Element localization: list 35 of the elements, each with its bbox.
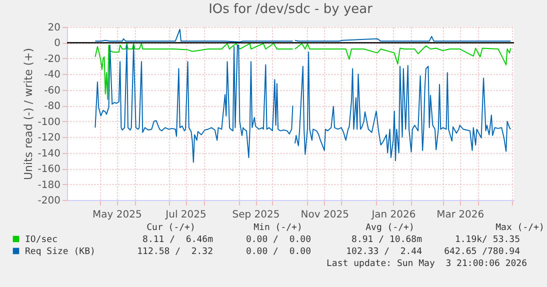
text: Avg (-/+) — [366, 223, 414, 233]
y-axis-title: Units read (-) / write (+) — [22, 48, 35, 180]
text: 0.00 / 0.00 — [246, 235, 311, 245]
x-tick-label: Sep 2025 — [232, 210, 280, 220]
y-tick-label: -120 — [38, 132, 60, 144]
text: Last update: Sun May 3 21:00:06 2026 — [326, 259, 527, 269]
x-tick-label: Jul 2025 — [164, 210, 206, 220]
text: 642.65 /780.94 — [444, 247, 520, 257]
text: Cur (-/+) — [146, 223, 196, 233]
y-tick-label: -200 — [38, 196, 60, 206]
legend-label: Req Size (KB) — [25, 247, 96, 257]
y-tick-label: -160 — [38, 164, 60, 176]
text: 1.19k/ 53.35 — [454, 235, 520, 245]
y-tick-label: -80 — [44, 101, 60, 112]
x-tick-label: Mar 2026 — [436, 210, 484, 220]
x-tick-label: May 2025 — [92, 210, 142, 220]
text: 8.11 / 6.46m — [142, 235, 213, 245]
y-tick-label: -140 — [38, 148, 60, 160]
y-tick-label: 20 — [48, 22, 60, 34]
y-tick-label: -180 — [38, 180, 60, 191]
y-tick-label: 0 — [54, 38, 60, 50]
text: 8.91 / 10.68m — [352, 235, 422, 245]
text: 102.33 / 2.44 — [346, 247, 422, 257]
x-tick-label: Nov 2025 — [300, 210, 349, 220]
y-tick-label: -20 — [44, 54, 60, 65]
y-tick-label: -60 — [44, 85, 60, 96]
text: Max (-/+) — [496, 223, 544, 233]
y-tick-label: -40 — [44, 70, 60, 81]
text: Min (-/+) — [254, 223, 302, 233]
legend-label: IO/sec — [25, 235, 58, 245]
x-tick-label: Jan 2026 — [370, 210, 416, 220]
text: 0.00 / 0.00 — [246, 247, 311, 257]
y-tick-label: -100 — [38, 116, 60, 128]
text: 112.58 / 2.32 — [137, 247, 213, 257]
chart-title: IOs for /dev/sdc - by year — [208, 2, 374, 17]
